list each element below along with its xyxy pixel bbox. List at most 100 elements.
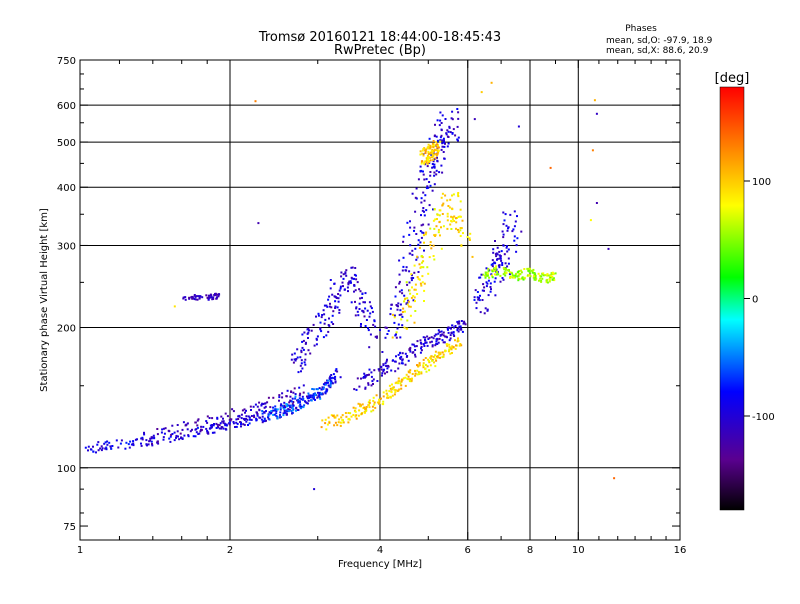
data-point bbox=[404, 384, 407, 387]
data-point bbox=[260, 418, 263, 421]
data-point bbox=[429, 147, 432, 150]
data-point bbox=[222, 421, 225, 424]
data-point bbox=[285, 409, 288, 412]
data-point bbox=[250, 418, 253, 421]
data-point bbox=[502, 244, 505, 247]
data-point bbox=[323, 313, 326, 316]
data-point bbox=[247, 415, 250, 418]
data-point bbox=[429, 364, 432, 367]
data-point bbox=[255, 418, 258, 421]
data-point bbox=[423, 214, 426, 217]
data-point bbox=[281, 396, 284, 399]
data-point bbox=[549, 274, 552, 277]
data-point bbox=[405, 269, 408, 272]
data-point bbox=[431, 152, 434, 155]
data-point bbox=[426, 365, 429, 368]
data-point bbox=[261, 412, 264, 415]
data-point bbox=[436, 139, 439, 142]
data-point bbox=[452, 333, 455, 336]
data-point bbox=[433, 208, 436, 210]
data-point bbox=[329, 384, 332, 387]
data-point bbox=[424, 233, 427, 236]
data-point bbox=[263, 420, 266, 423]
data-point bbox=[414, 310, 417, 312]
data-point bbox=[511, 276, 514, 279]
data-point bbox=[425, 370, 428, 373]
data-point bbox=[485, 285, 488, 288]
data-point bbox=[347, 282, 350, 285]
data-point bbox=[428, 256, 431, 259]
data-point bbox=[198, 432, 201, 435]
data-point bbox=[417, 239, 420, 242]
data-point bbox=[228, 423, 231, 426]
data-point bbox=[208, 296, 211, 299]
data-point bbox=[187, 434, 190, 437]
data-point bbox=[215, 427, 218, 429]
data-point bbox=[288, 404, 291, 407]
data-point bbox=[301, 346, 304, 349]
data-point bbox=[330, 414, 333, 417]
data-point bbox=[442, 353, 445, 356]
data-point bbox=[318, 393, 321, 396]
data-point bbox=[289, 404, 292, 407]
data-point bbox=[501, 262, 504, 264]
data-point bbox=[361, 296, 363, 299]
data-point bbox=[398, 280, 401, 283]
data-point bbox=[325, 381, 328, 384]
chart-title: Tromsø 20160121 18:44:00-18:45:43 bbox=[258, 30, 501, 45]
data-point bbox=[450, 327, 452, 330]
data-point bbox=[196, 424, 199, 427]
data-point bbox=[310, 329, 313, 332]
data-point bbox=[435, 173, 438, 176]
data-point bbox=[529, 275, 532, 278]
data-point bbox=[481, 299, 484, 301]
data-point bbox=[364, 325, 367, 327]
data-point bbox=[274, 405, 277, 408]
data-point bbox=[440, 330, 443, 333]
data-point bbox=[427, 186, 430, 189]
data-point bbox=[534, 278, 537, 281]
data-point bbox=[231, 408, 234, 411]
data-point bbox=[188, 296, 191, 299]
data-point bbox=[440, 226, 442, 229]
data-point bbox=[446, 215, 449, 218]
data-point bbox=[438, 214, 441, 217]
data-point bbox=[289, 399, 292, 402]
data-point bbox=[420, 347, 422, 350]
data-point bbox=[450, 220, 453, 223]
data-point bbox=[180, 436, 183, 439]
data-point bbox=[415, 345, 418, 348]
data-point bbox=[455, 344, 457, 347]
y-tick-label: 75 bbox=[63, 522, 76, 533]
data-point bbox=[491, 259, 494, 262]
data-point bbox=[332, 310, 335, 313]
data-point bbox=[448, 343, 451, 346]
data-point bbox=[409, 346, 412, 349]
data-point bbox=[316, 388, 319, 391]
data-point bbox=[443, 341, 446, 344]
data-point bbox=[504, 262, 507, 265]
data-point bbox=[300, 370, 302, 373]
data-point bbox=[367, 329, 370, 332]
data-point bbox=[364, 407, 367, 410]
data-point bbox=[318, 387, 321, 390]
data-point bbox=[343, 288, 346, 291]
data-point bbox=[450, 346, 453, 349]
data-point bbox=[335, 368, 338, 371]
data-point bbox=[290, 400, 293, 403]
data-point bbox=[421, 261, 423, 264]
data-point bbox=[423, 300, 425, 302]
data-point bbox=[345, 415, 348, 418]
data-point bbox=[438, 171, 441, 174]
data-point bbox=[458, 215, 461, 218]
data-point bbox=[320, 388, 323, 391]
data-point bbox=[150, 436, 153, 439]
data-point bbox=[490, 81, 493, 84]
data-point bbox=[278, 399, 280, 402]
phase-x-stats: mean, sd,X: 88.6, 20.9 bbox=[606, 46, 709, 56]
data-point bbox=[550, 273, 553, 275]
data-point bbox=[311, 388, 314, 390]
data-point bbox=[420, 372, 423, 375]
data-point bbox=[432, 160, 435, 163]
x-tick-label: 4 bbox=[377, 545, 383, 556]
